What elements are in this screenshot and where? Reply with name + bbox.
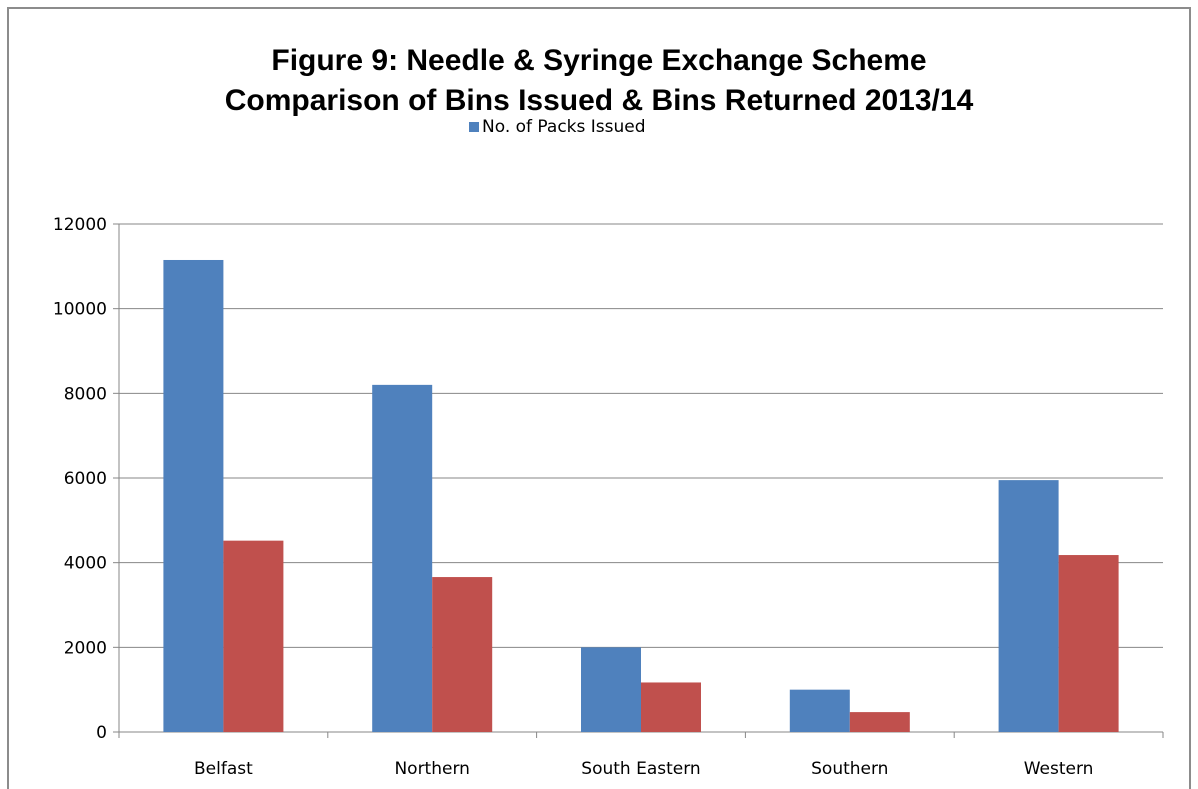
x-tick-label: Southern: [811, 759, 888, 779]
bar-series-2: [849, 712, 910, 732]
bar-series-2: [641, 682, 701, 732]
y-tick-label: 0: [96, 723, 107, 743]
bar-series-2: [1058, 555, 1119, 732]
bar-series-1: [789, 689, 850, 732]
x-tick-label: Northern: [394, 759, 469, 779]
chart-legend: No. of Packs Issued: [469, 117, 646, 137]
y-tick-label: 6000: [64, 469, 107, 489]
y-tick-label: 4000: [64, 554, 107, 574]
bar-series-1: [163, 259, 224, 732]
bar-series-2: [223, 540, 284, 732]
y-tick-label: 12000: [53, 215, 107, 235]
x-tick-label: Belfast: [194, 759, 253, 779]
x-tick-label: Western: [1024, 759, 1094, 779]
chart-title-line-1: Figure 9: Needle & Syringe Exchange Sche…: [271, 44, 927, 77]
chart-title-line-2: Comparison of Bins Issued & Bins Returne…: [224, 84, 974, 117]
y-tick-label: 10000: [53, 300, 107, 320]
legend-swatch-packs-issued: [469, 122, 479, 132]
x-tick-label: South Eastern: [581, 759, 700, 779]
legend-label-packs-issued: No. of Packs Issued: [482, 117, 646, 137]
bar-series-1: [372, 384, 433, 732]
bar-series-2: [432, 577, 493, 732]
bar-series-1: [581, 647, 641, 732]
y-tick-label: 8000: [64, 384, 107, 404]
bar-series-1: [998, 480, 1059, 732]
y-tick-label: 2000: [64, 638, 107, 658]
